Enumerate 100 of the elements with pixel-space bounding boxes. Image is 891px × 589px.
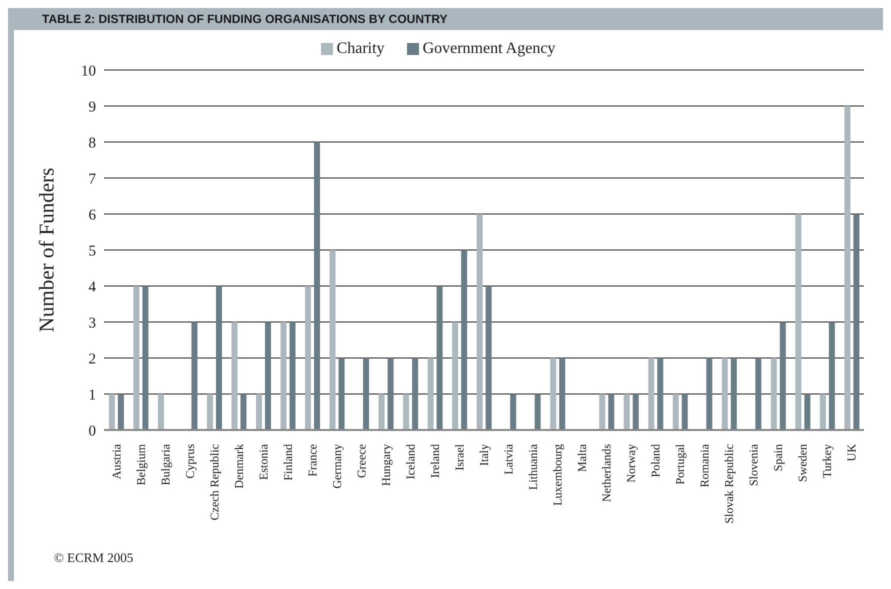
bar bbox=[412, 358, 418, 430]
x-tick-label: Netherlands bbox=[600, 444, 614, 502]
x-tick-label: Iceland bbox=[403, 444, 418, 480]
y-tick-label: 10 bbox=[81, 63, 96, 80]
x-tick-label: Bulgaria bbox=[158, 443, 172, 486]
y-tick-label: 0 bbox=[88, 423, 96, 440]
x-tick-label: Lithuania bbox=[526, 443, 540, 490]
x-tick-label: Ireland bbox=[428, 444, 442, 478]
bar bbox=[305, 286, 312, 430]
bar bbox=[206, 394, 213, 430]
x-tick-label: Luxembourg bbox=[550, 444, 565, 506]
bar bbox=[682, 394, 688, 430]
x-tick-label: Czech Republic bbox=[207, 444, 222, 520]
bar bbox=[599, 394, 606, 430]
bar bbox=[730, 358, 737, 430]
x-tick-label: Portugal bbox=[673, 443, 688, 485]
bar bbox=[828, 322, 835, 430]
bar bbox=[191, 322, 198, 430]
x-tick-label: Latvia bbox=[502, 443, 516, 475]
bar bbox=[608, 394, 614, 430]
bar bbox=[559, 358, 566, 430]
bar bbox=[804, 394, 810, 430]
bar bbox=[388, 358, 394, 430]
bar bbox=[632, 394, 639, 430]
bar bbox=[108, 394, 115, 430]
y-tick-label: 8 bbox=[88, 135, 96, 152]
x-tick-label: Turkey bbox=[820, 444, 834, 478]
bar bbox=[770, 358, 777, 430]
bar bbox=[755, 358, 762, 430]
bar bbox=[256, 394, 262, 430]
bar bbox=[534, 394, 541, 430]
x-tick-label: Malta bbox=[575, 443, 590, 472]
y-tick-label: 6 bbox=[88, 207, 96, 224]
y-tick-label: 4 bbox=[88, 279, 96, 296]
x-tick-label: Slovak Republic bbox=[722, 444, 736, 524]
y-tick-label: 3 bbox=[88, 315, 96, 332]
x-tick-label: Sweden bbox=[796, 444, 810, 482]
bar bbox=[795, 214, 802, 430]
bar bbox=[280, 322, 287, 430]
bar bbox=[624, 394, 630, 430]
bar bbox=[486, 286, 492, 430]
x-tick-label: Finland bbox=[280, 444, 295, 481]
bar bbox=[133, 286, 140, 430]
bar bbox=[461, 250, 468, 430]
x-tick-label: Austria bbox=[109, 443, 124, 480]
bar bbox=[158, 394, 164, 430]
bar bbox=[706, 358, 712, 430]
y-tick-label: 2 bbox=[88, 351, 96, 368]
bar bbox=[722, 358, 728, 430]
x-tick-label: Israel bbox=[452, 443, 466, 471]
bar bbox=[657, 358, 664, 430]
x-tick-label: Belgium bbox=[134, 443, 148, 486]
x-tick-label: Germany bbox=[330, 444, 344, 489]
bar bbox=[428, 358, 434, 430]
bar bbox=[314, 142, 320, 430]
bar bbox=[330, 250, 336, 430]
x-tick-label: Hungary bbox=[378, 444, 393, 486]
x-tick-label: Spain bbox=[771, 444, 786, 472]
y-tick-label: 5 bbox=[88, 243, 96, 260]
bar bbox=[672, 394, 679, 430]
bar bbox=[476, 214, 483, 430]
x-tick-label: Italy bbox=[477, 444, 491, 466]
bar bbox=[452, 322, 458, 430]
bar bbox=[363, 358, 370, 430]
chart-title: TABLE 2: DISTRIBUTION OF FUNDING ORGANISATIONS BY COUNTRY bbox=[41, 11, 449, 28]
bar bbox=[265, 322, 271, 430]
y-axis-title: Number of Funders bbox=[34, 168, 58, 332]
bar bbox=[216, 286, 222, 430]
legend-label: Government Agency bbox=[422, 40, 556, 57]
bar bbox=[436, 286, 443, 430]
text: © ECRM 2005 bbox=[54, 550, 134, 566]
bar bbox=[231, 322, 238, 430]
bar bbox=[820, 394, 826, 430]
x-tick-label: Romania bbox=[698, 443, 712, 488]
x-tick-label: Greece bbox=[354, 444, 368, 478]
bar bbox=[648, 358, 654, 430]
y-tick-label: 7 bbox=[88, 171, 96, 188]
bar bbox=[844, 106, 850, 430]
y-tick-label: 9 bbox=[88, 99, 96, 116]
x-tick-label: Estonia bbox=[256, 443, 270, 480]
bar bbox=[290, 322, 296, 430]
legend-label: Charity bbox=[336, 40, 385, 57]
bar bbox=[550, 358, 556, 430]
y-tick-label: 1 bbox=[88, 387, 96, 404]
bar bbox=[240, 394, 246, 430]
bar bbox=[338, 358, 345, 430]
bar bbox=[853, 214, 860, 430]
x-tick-label: Denmark bbox=[232, 444, 246, 489]
x-tick-label: Norway bbox=[624, 444, 638, 483]
bar bbox=[780, 322, 786, 430]
bar bbox=[142, 286, 148, 430]
x-tick-label: France bbox=[305, 444, 320, 477]
bar bbox=[510, 394, 516, 430]
x-tick-label: Slovenia bbox=[746, 443, 761, 486]
x-tick-label: UK bbox=[844, 444, 859, 462]
bar bbox=[378, 394, 385, 430]
bar bbox=[403, 394, 410, 430]
x-tick-label: Poland bbox=[648, 444, 663, 478]
x-tick-label: Cyprus bbox=[182, 444, 197, 479]
bar bbox=[118, 394, 124, 430]
